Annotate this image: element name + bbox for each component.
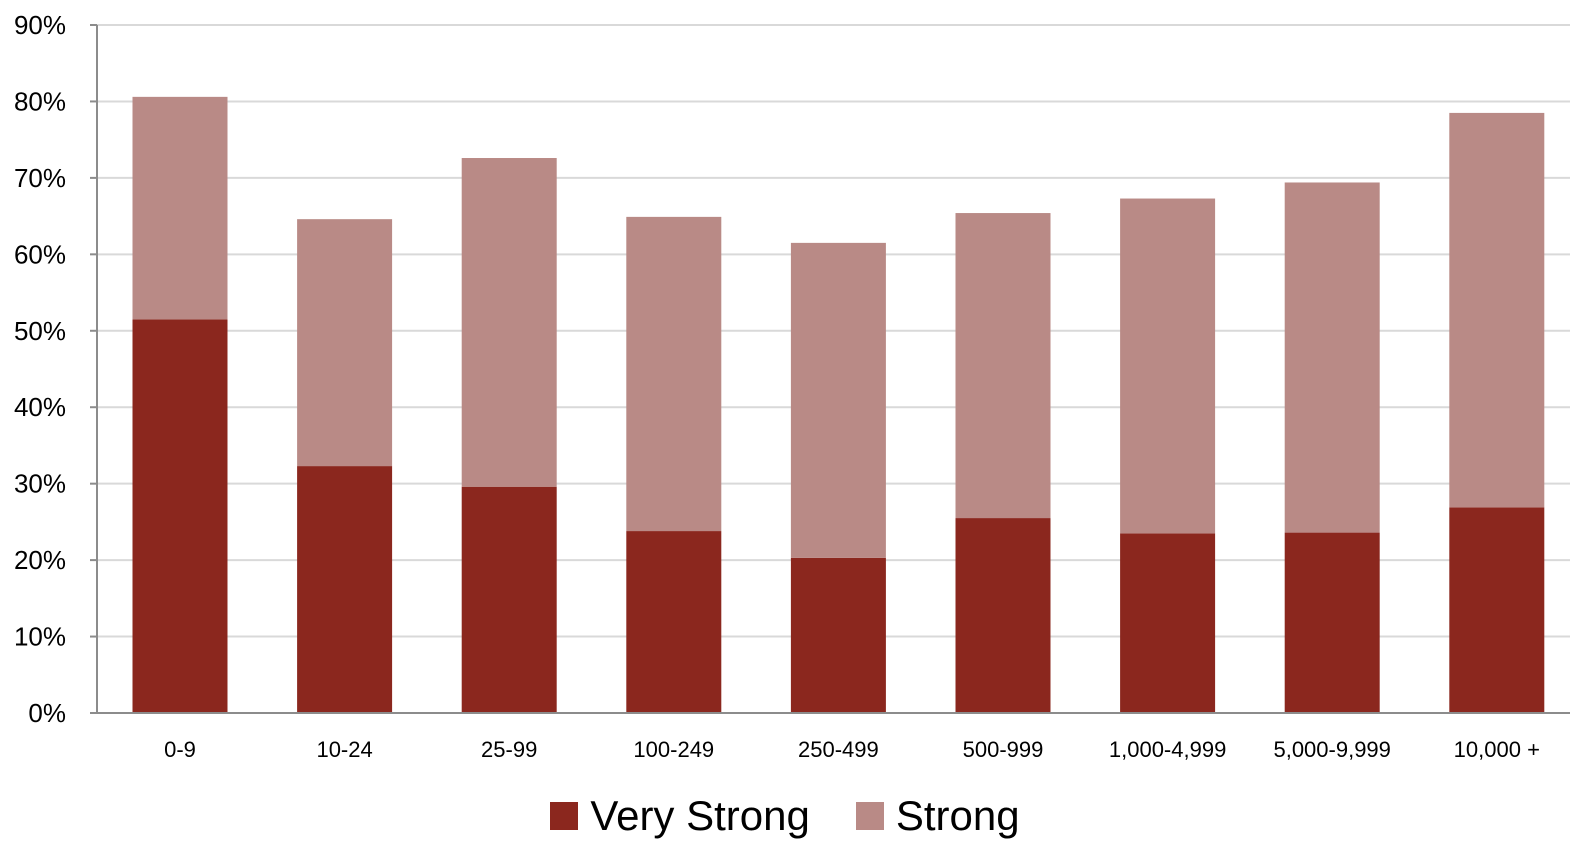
y-tick-labels: 0% 10% 20% 30% 40% 50% 60% 70% 80% 90% (14, 10, 66, 728)
bar-very-strong (1449, 507, 1545, 713)
x-tick-label: 100-249 (633, 737, 714, 762)
bar-strong (1284, 182, 1380, 533)
y-tick-label: 50% (14, 316, 66, 346)
axes (90, 24, 1570, 714)
legend: Very Strong Strong (0, 788, 1570, 844)
x-tick-label: 500-999 (963, 737, 1044, 762)
stacked-bar-chart: 0% 10% 20% 30% 40% 50% 60% 70% 80% 90% 0-9 10-24 25… (14, 10, 1570, 762)
y-tick-label: 30% (14, 469, 66, 499)
bar-very-strong (297, 466, 393, 713)
bar-very-strong (132, 319, 228, 713)
x-tick-label: 250-499 (798, 737, 879, 762)
y-tick-label: 40% (14, 392, 66, 422)
x-tick-labels: 0-9 10-24 25-99 100-249 250-499 500-999 1,000-… (164, 737, 1540, 762)
bar-very-strong (955, 518, 1051, 713)
bar-very-strong (1120, 533, 1216, 713)
y-tick-label: 90% (14, 10, 66, 40)
y-tick-label: 20% (14, 545, 66, 575)
y-tick-label: 70% (14, 163, 66, 193)
bar-strong (132, 96, 228, 320)
y-tick-label: 80% (14, 86, 66, 116)
legend-swatch-very-strong (550, 802, 579, 830)
y-tick-label: 0% (28, 698, 66, 728)
bar-very-strong (626, 531, 722, 713)
x-tick-label: 0-9 (164, 737, 196, 762)
y-tick-label: 10% (14, 622, 66, 652)
legend-item-very-strong: Very Strong (550, 792, 810, 839)
x-tick-label: 10-24 (316, 737, 372, 762)
bar-strong (1449, 112, 1545, 508)
bar-strong (626, 216, 722, 532)
bar-strong (461, 158, 557, 487)
x-tick-label: 10,000 + (1454, 737, 1540, 762)
bar-strong (1120, 198, 1216, 534)
bars (132, 96, 1545, 713)
bar-very-strong (790, 557, 886, 713)
x-tick-label: 5,000-9,999 (1273, 737, 1390, 762)
legend-label-strong: Strong (895, 792, 1020, 839)
legend-label-very-strong: Very Strong (590, 792, 810, 839)
bar-strong (790, 242, 886, 558)
bar-very-strong (461, 486, 557, 713)
y-tick-label: 60% (14, 239, 66, 269)
legend-swatch-strong (855, 802, 884, 830)
x-tick-label: 25-99 (481, 737, 537, 762)
bar-very-strong (1284, 532, 1380, 713)
legend-item-strong: Strong (855, 792, 1020, 839)
bar-strong (297, 219, 393, 467)
x-tick-label: 1,000-4,999 (1109, 737, 1226, 762)
bar-strong (955, 213, 1051, 519)
